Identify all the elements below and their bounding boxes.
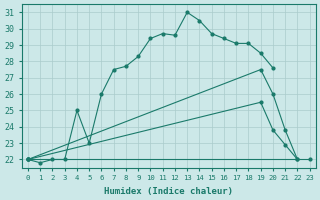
X-axis label: Humidex (Indice chaleur): Humidex (Indice chaleur) bbox=[104, 187, 233, 196]
